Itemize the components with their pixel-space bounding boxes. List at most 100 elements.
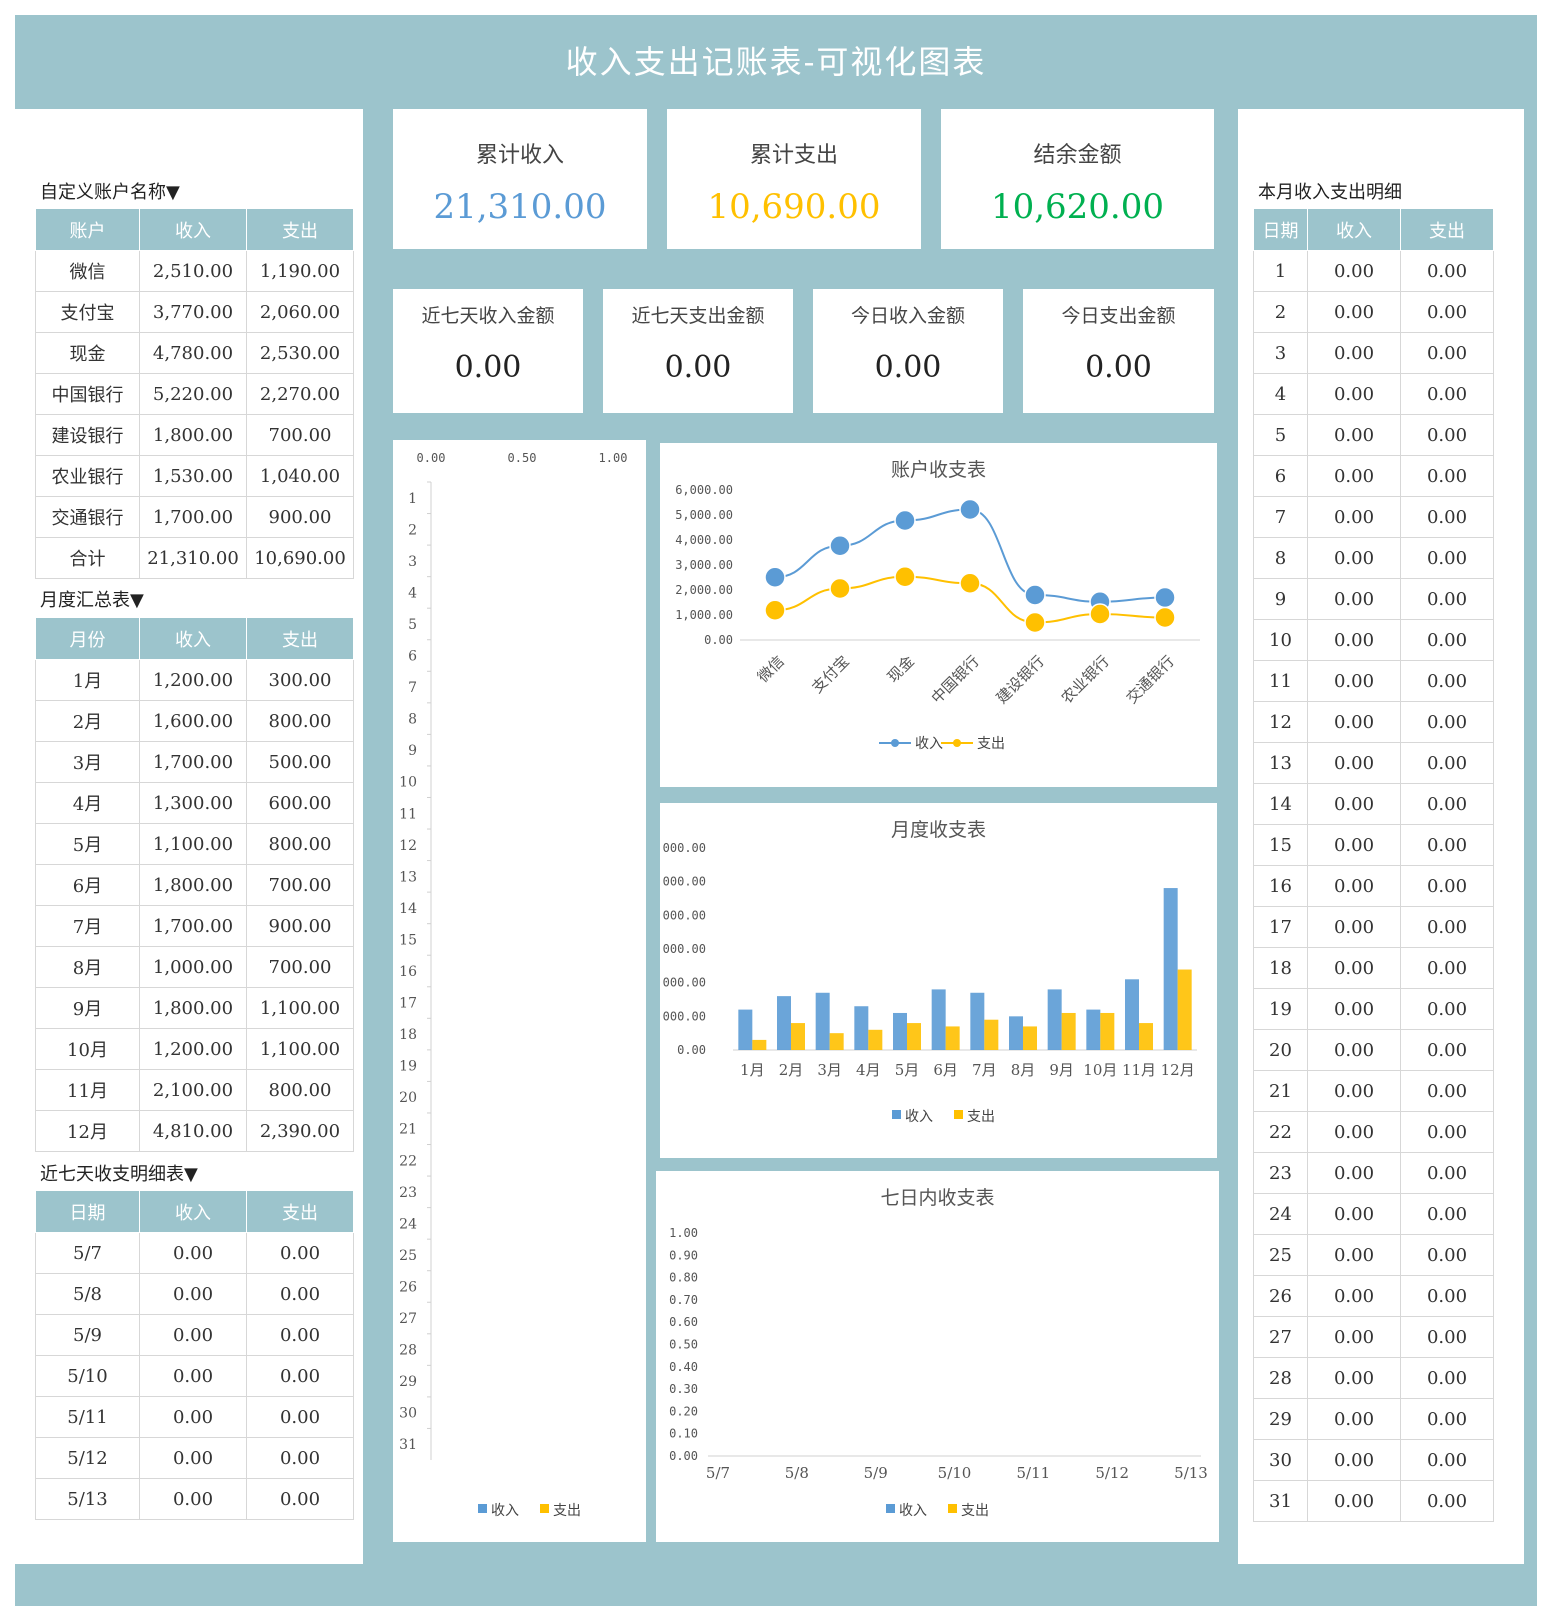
expense-cell[interactable]: 700.00 [246,414,354,456]
day-cell[interactable]: 5 [1253,414,1308,456]
row-label-cell[interactable]: 5月 [35,823,140,865]
income-cell[interactable]: 1,530.00 [139,455,247,497]
income-cell[interactable]: 0.00 [1307,537,1401,579]
day-cell[interactable]: 28 [1253,1357,1308,1399]
expense-cell[interactable]: 0.00 [1400,578,1494,620]
row-label-cell[interactable]: 中国银行 [35,373,140,415]
income-cell[interactable]: 0.00 [1307,291,1401,333]
row-label-cell[interactable]: 5/12 [35,1437,140,1479]
income-cell[interactable]: 1,800.00 [139,414,247,456]
income-cell[interactable]: 1,700.00 [139,741,247,783]
expense-cell[interactable]: 10,690.00 [246,537,354,579]
income-cell[interactable]: 0.00 [1307,414,1401,456]
income-cell[interactable]: 0.00 [139,1355,247,1397]
day-cell[interactable]: 22 [1253,1111,1308,1153]
income-cell[interactable]: 0.00 [1307,1275,1401,1317]
row-label-cell[interactable]: 建设银行 [35,414,140,456]
day-cell[interactable]: 27 [1253,1316,1308,1358]
row-label-cell[interactable]: 5/7 [35,1232,140,1274]
day-cell[interactable]: 4 [1253,373,1308,415]
row-label-cell[interactable]: 11月 [35,1069,140,1111]
row-label-cell[interactable]: 5/13 [35,1478,140,1520]
income-cell[interactable]: 0.00 [139,1437,247,1479]
income-cell[interactable]: 0.00 [1307,783,1401,825]
row-label-cell[interactable]: 6月 [35,864,140,906]
income-cell[interactable]: 1,800.00 [139,987,247,1029]
income-cell[interactable]: 1,200.00 [139,659,247,701]
income-cell[interactable]: 0.00 [1307,1070,1401,1112]
expense-cell[interactable]: 500.00 [246,741,354,783]
expense-cell[interactable]: 0.00 [1400,783,1494,825]
income-cell[interactable]: 5,220.00 [139,373,247,415]
expense-cell[interactable]: 0.00 [1400,1111,1494,1153]
daily-bar-chart[interactable]: 0.00 0.50 1.00 1 2 3 4 5 6 7 8 9 10 11 12 13 14 15 16 17 18 1… [393,440,646,1542]
day-cell[interactable]: 10 [1253,619,1308,661]
expense-cell[interactable]: 0.00 [1400,291,1494,333]
expense-cell[interactable]: 0.00 [1400,373,1494,415]
expense-cell[interactable]: 0.00 [1400,1480,1494,1522]
income-cell[interactable]: 0.00 [1307,1480,1401,1522]
week-section-title[interactable]: 近七天收支明细表▼ [40,1164,198,1185]
expense-cell[interactable]: 0.00 [1400,619,1494,661]
expense-cell[interactable]: 0.00 [246,1478,354,1520]
day-cell[interactable]: 16 [1253,865,1308,907]
monthly-bar-chart[interactable]: 月度收支表 0.00 1,000.00 2,000.00 3,000.00 4,000.… [648,803,1217,1158]
income-cell[interactable]: 21,310.00 [139,537,247,579]
income-cell[interactable]: 0.00 [1307,988,1401,1030]
expense-cell[interactable]: 0.00 [1400,455,1494,497]
income-cell[interactable]: 0.00 [1307,701,1401,743]
week-bar-chart[interactable]: 七日内收支表 0.00 0.10 0.20 0.30 0.40 0.50 0.60 0.70 0… [656,1171,1219,1542]
income-cell[interactable]: 0.00 [1307,742,1401,784]
day-cell[interactable]: 2 [1253,291,1308,333]
expense-cell[interactable]: 0.00 [246,1273,354,1315]
day-cell[interactable]: 20 [1253,1029,1308,1071]
row-label-cell[interactable]: 9月 [35,987,140,1029]
income-cell[interactable]: 1,100.00 [139,823,247,865]
row-label-cell[interactable]: 支付宝 [35,291,140,333]
expense-cell[interactable]: 0.00 [1400,414,1494,456]
income-cell[interactable]: 0.00 [139,1314,247,1356]
day-cell[interactable]: 15 [1253,824,1308,866]
income-cell[interactable]: 0.00 [1307,947,1401,989]
income-cell[interactable]: 0.00 [1307,1439,1401,1481]
income-cell[interactable]: 1,700.00 [139,496,247,538]
expense-cell[interactable]: 0.00 [1400,701,1494,743]
expense-cell[interactable]: 0.00 [1400,742,1494,784]
row-label-cell[interactable]: 农业银行 [35,455,140,497]
income-cell[interactable]: 0.00 [139,1232,247,1274]
day-cell[interactable]: 29 [1253,1398,1308,1440]
expense-cell[interactable]: 0.00 [1400,947,1494,989]
monthly-section-title[interactable]: 月度汇总表▼ [40,590,144,611]
expense-cell[interactable]: 2,530.00 [246,332,354,374]
row-label-cell[interactable]: 8月 [35,946,140,988]
day-cell[interactable]: 24 [1253,1193,1308,1235]
income-cell[interactable]: 0.00 [1307,455,1401,497]
row-label-cell[interactable]: 4月 [35,782,140,824]
row-label-cell[interactable]: 7月 [35,905,140,947]
account-line-chart[interactable]: 账户收支表 0.00 1,000.00 2,000.00 3,000.00 4,000.… [660,443,1217,787]
row-label-cell[interactable]: 合计 [35,537,140,579]
income-cell[interactable]: 0.00 [1307,578,1401,620]
expense-cell[interactable]: 0.00 [1400,865,1494,907]
income-cell[interactable]: 3,770.00 [139,291,247,333]
income-cell[interactable]: 0.00 [1307,1029,1401,1071]
income-cell[interactable]: 0.00 [1307,619,1401,661]
day-cell[interactable]: 13 [1253,742,1308,784]
expense-cell[interactable]: 0.00 [1400,906,1494,948]
accounts-section-title[interactable]: 自定义账户名称▼ [40,182,180,203]
income-cell[interactable]: 2,510.00 [139,250,247,292]
expense-cell[interactable]: 0.00 [1400,496,1494,538]
expense-cell[interactable]: 0.00 [1400,1275,1494,1317]
income-cell[interactable]: 0.00 [1307,1357,1401,1399]
row-label-cell[interactable]: 5/10 [35,1355,140,1397]
row-label-cell[interactable]: 现金 [35,332,140,374]
income-cell[interactable]: 0.00 [1307,1193,1401,1235]
income-cell[interactable]: 1,800.00 [139,864,247,906]
day-cell[interactable]: 3 [1253,332,1308,374]
expense-cell[interactable]: 300.00 [246,659,354,701]
income-cell[interactable]: 2,100.00 [139,1069,247,1111]
income-cell[interactable]: 0.00 [1307,865,1401,907]
income-cell[interactable]: 0.00 [139,1273,247,1315]
day-cell[interactable]: 17 [1253,906,1308,948]
day-cell[interactable]: 18 [1253,947,1308,989]
